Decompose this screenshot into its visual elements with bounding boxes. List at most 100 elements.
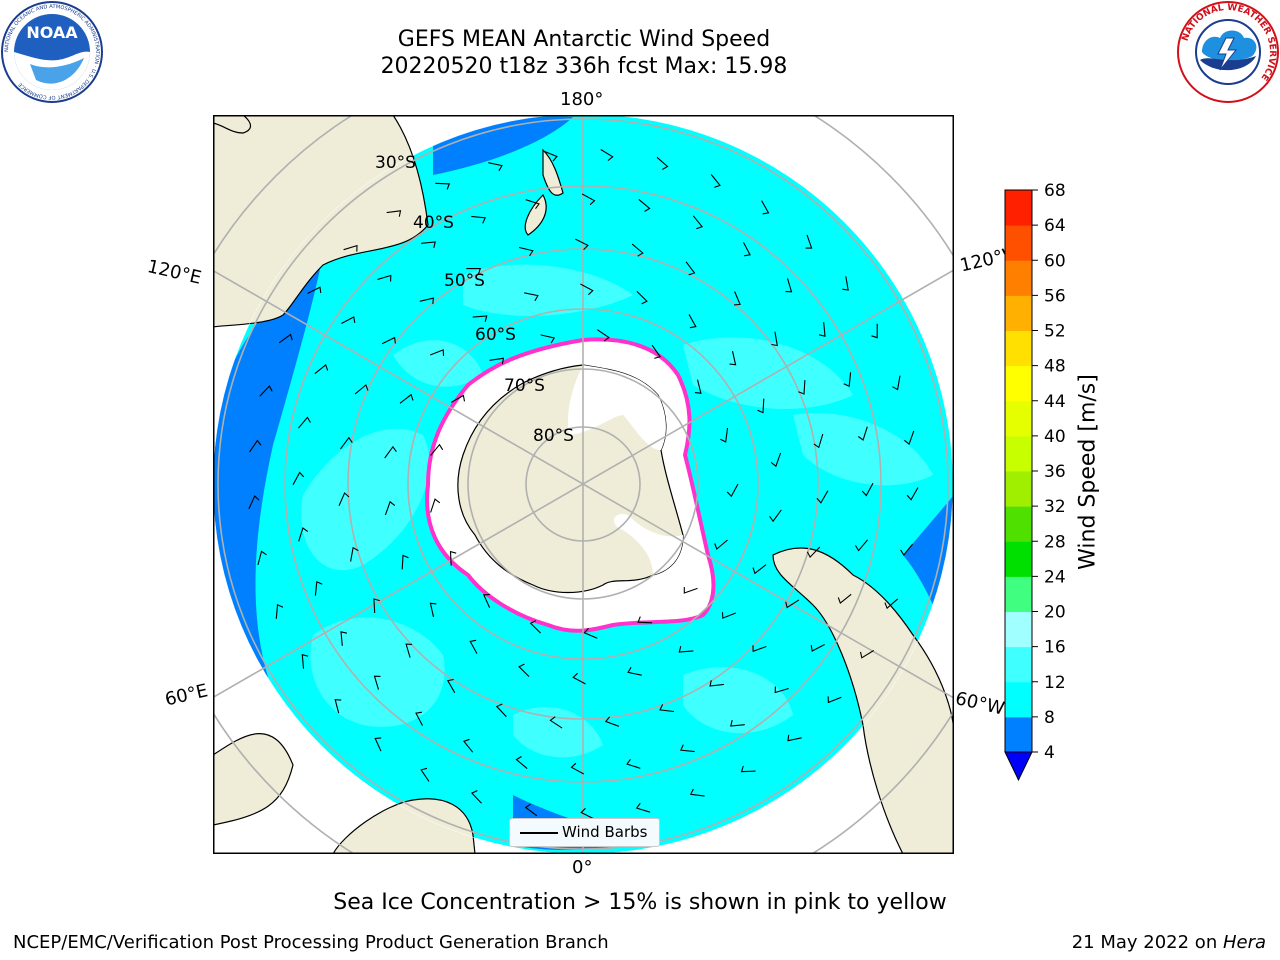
colorbar-tick-label: 8 xyxy=(1044,708,1055,728)
lon-label-120e: 120°E xyxy=(145,256,204,289)
wind-barb xyxy=(298,527,309,542)
wind-barb xyxy=(543,150,558,162)
wind-barb xyxy=(435,182,451,190)
wind-barb xyxy=(524,292,539,302)
wind-barb xyxy=(384,445,397,459)
wind-barb xyxy=(350,546,359,562)
wind-barb xyxy=(871,323,878,339)
map-border xyxy=(213,115,954,854)
colorbar-bin xyxy=(1005,295,1032,331)
colorbar-tick-label: 28 xyxy=(1044,532,1066,552)
wind-barb xyxy=(580,283,594,296)
wind-barb xyxy=(678,646,694,653)
colorbar-bin xyxy=(1005,611,1032,648)
wind-barb-line-icon xyxy=(520,832,558,834)
colorbar-tick-label: 68 xyxy=(1044,181,1066,201)
land-australia-north xyxy=(213,115,252,134)
colorbar-tick-label: 12 xyxy=(1044,673,1066,693)
wind-barb xyxy=(572,672,586,685)
ross-ice-shelf xyxy=(567,365,666,450)
wind-barb xyxy=(430,443,444,456)
wind-barb xyxy=(278,333,293,344)
wind-barb xyxy=(314,580,323,596)
wind-barb xyxy=(275,603,284,619)
wind-barb xyxy=(810,644,825,652)
colorbar-bin xyxy=(1005,225,1032,261)
wind-barb xyxy=(340,631,348,646)
lon-label-0: 0° xyxy=(572,857,593,878)
wind-barb xyxy=(694,379,702,394)
chart-subtitle: 20220520 t18z 336h fcst Max: 15.98 xyxy=(380,54,788,79)
wind-barb xyxy=(580,807,594,820)
wind-barb xyxy=(257,550,267,566)
wind-barb xyxy=(769,509,782,523)
wind-barb xyxy=(489,357,505,365)
wind-barb xyxy=(292,471,305,486)
colorbar-bin xyxy=(1005,716,1032,753)
wind-barb xyxy=(488,162,503,172)
wind-barb xyxy=(471,215,487,224)
wind-barb xyxy=(449,550,457,566)
moderate-wind-region xyxy=(301,428,430,571)
colorbar-bin xyxy=(1005,260,1032,296)
wind-barb xyxy=(785,278,793,293)
wind-barb xyxy=(710,174,721,188)
wind-barb xyxy=(446,678,456,694)
wind-barb xyxy=(906,487,919,501)
wind-barb xyxy=(656,156,669,170)
wind-barb xyxy=(343,244,358,252)
lat-label-60s: 60°S xyxy=(475,325,516,345)
wind-barb xyxy=(249,439,262,453)
wind-barb xyxy=(892,375,901,391)
wind-barb xyxy=(524,803,538,817)
moderate-wind-region xyxy=(463,264,633,316)
wind-barb xyxy=(419,297,435,305)
wind-barb xyxy=(515,756,528,770)
colorbar-tick-label: 40 xyxy=(1044,427,1066,447)
wind-barb xyxy=(338,492,350,507)
land-new-zealand-south xyxy=(524,194,547,236)
wind-barb xyxy=(575,238,589,250)
wind-barb xyxy=(519,246,534,257)
footer-host: Hera xyxy=(1222,932,1266,953)
wind-barb xyxy=(377,274,392,282)
wind-barb xyxy=(525,199,540,210)
colorbar-tick-label: 44 xyxy=(1044,392,1066,412)
weddell-ice xyxy=(613,513,683,575)
wind-barb xyxy=(636,291,648,305)
wind-barb xyxy=(842,276,849,291)
wind-barb xyxy=(374,737,382,752)
wind-barb xyxy=(581,193,596,206)
wind-barb xyxy=(770,452,782,468)
wind-barb xyxy=(429,602,437,618)
wind-barb xyxy=(450,394,466,403)
wind-barb xyxy=(843,372,852,388)
wind-barb xyxy=(540,334,556,344)
wind-barb xyxy=(420,767,430,782)
wind-barb xyxy=(818,322,826,337)
land-madagascar xyxy=(213,733,294,826)
wind-barb xyxy=(600,149,614,162)
wind-barb xyxy=(813,433,824,449)
colorbar-tick-label: 36 xyxy=(1044,462,1066,482)
land-new-zealand-north xyxy=(542,148,564,196)
wind-barb xyxy=(685,261,696,276)
wind-barb xyxy=(626,758,641,769)
colorbar-tick-label: 16 xyxy=(1044,638,1066,658)
wind-barb xyxy=(904,430,915,446)
colorbar-tick-label: 32 xyxy=(1044,497,1066,517)
wind-barb xyxy=(740,765,756,773)
wind-barb xyxy=(421,241,436,249)
wind-barb xyxy=(774,686,789,694)
nws-logo-icon: NATIONAL WEATHER SERVICE xyxy=(1177,1,1279,103)
wind-barb xyxy=(549,716,563,729)
wind-barb xyxy=(529,620,541,634)
wind-barb xyxy=(248,495,260,510)
colorbar-tick-label: 24 xyxy=(1044,567,1066,587)
low-wind-region xyxy=(903,495,953,675)
wind-barb xyxy=(301,653,309,669)
moderate-wind-region xyxy=(683,337,853,409)
wind-barb xyxy=(714,539,728,550)
wind-barb xyxy=(429,349,445,356)
wind-barb xyxy=(405,643,413,658)
